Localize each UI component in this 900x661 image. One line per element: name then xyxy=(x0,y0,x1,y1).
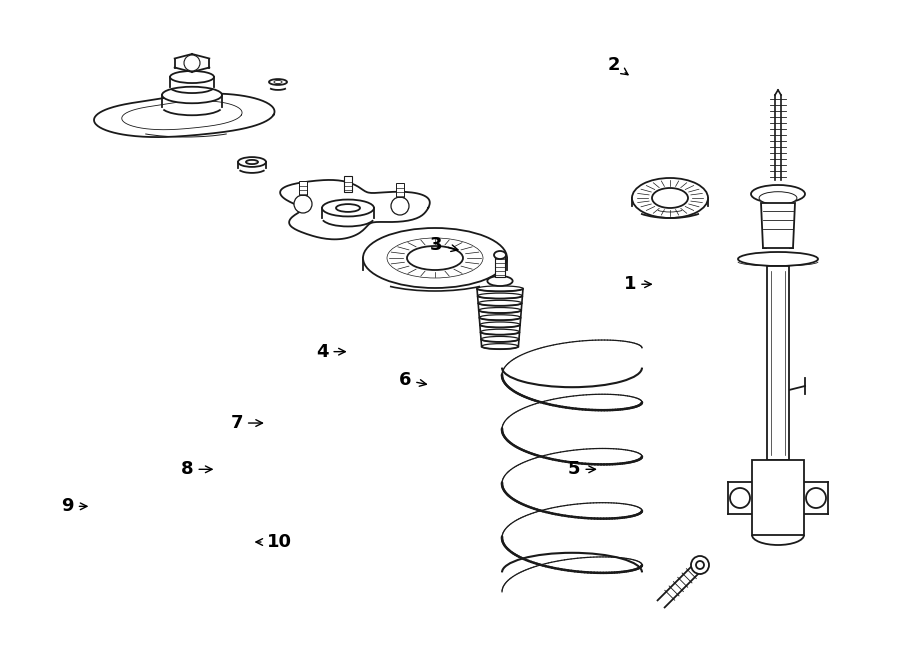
Ellipse shape xyxy=(494,251,506,259)
Bar xyxy=(495,255,505,277)
Circle shape xyxy=(184,55,200,71)
Ellipse shape xyxy=(238,157,266,167)
Text: 9: 9 xyxy=(61,497,87,516)
Ellipse shape xyxy=(246,160,258,164)
Polygon shape xyxy=(761,203,795,248)
Ellipse shape xyxy=(269,79,287,85)
Ellipse shape xyxy=(407,246,463,270)
Ellipse shape xyxy=(482,344,518,349)
Bar xyxy=(344,176,352,192)
Text: 2: 2 xyxy=(608,56,628,75)
Polygon shape xyxy=(94,93,274,137)
Bar xyxy=(767,266,789,460)
Ellipse shape xyxy=(274,81,282,83)
Text: 7: 7 xyxy=(230,414,263,432)
Ellipse shape xyxy=(652,188,688,208)
Text: 4: 4 xyxy=(316,342,346,361)
Text: 3: 3 xyxy=(430,235,458,254)
Ellipse shape xyxy=(479,307,521,313)
Ellipse shape xyxy=(170,71,214,83)
Ellipse shape xyxy=(751,185,805,203)
Ellipse shape xyxy=(632,178,708,218)
Ellipse shape xyxy=(162,87,222,103)
Ellipse shape xyxy=(322,200,374,216)
Circle shape xyxy=(730,488,750,508)
Text: 1: 1 xyxy=(624,275,652,293)
Circle shape xyxy=(691,556,709,574)
Text: 6: 6 xyxy=(399,371,427,389)
Ellipse shape xyxy=(488,276,513,286)
Ellipse shape xyxy=(477,286,523,292)
Polygon shape xyxy=(280,180,430,239)
Ellipse shape xyxy=(478,293,522,299)
Ellipse shape xyxy=(738,252,818,266)
Circle shape xyxy=(391,197,409,215)
Bar xyxy=(752,460,804,535)
Text: 5: 5 xyxy=(568,460,596,479)
Bar xyxy=(299,181,307,195)
Circle shape xyxy=(806,488,826,508)
Circle shape xyxy=(294,195,312,213)
Ellipse shape xyxy=(478,300,522,306)
Ellipse shape xyxy=(759,192,796,204)
Circle shape xyxy=(696,561,704,569)
Ellipse shape xyxy=(363,228,507,288)
Ellipse shape xyxy=(481,336,519,342)
Text: 10: 10 xyxy=(256,533,292,551)
Ellipse shape xyxy=(480,315,521,320)
Bar xyxy=(396,183,404,197)
Ellipse shape xyxy=(480,322,520,327)
Ellipse shape xyxy=(336,204,360,212)
Text: 8: 8 xyxy=(181,460,212,479)
Ellipse shape xyxy=(481,329,519,334)
